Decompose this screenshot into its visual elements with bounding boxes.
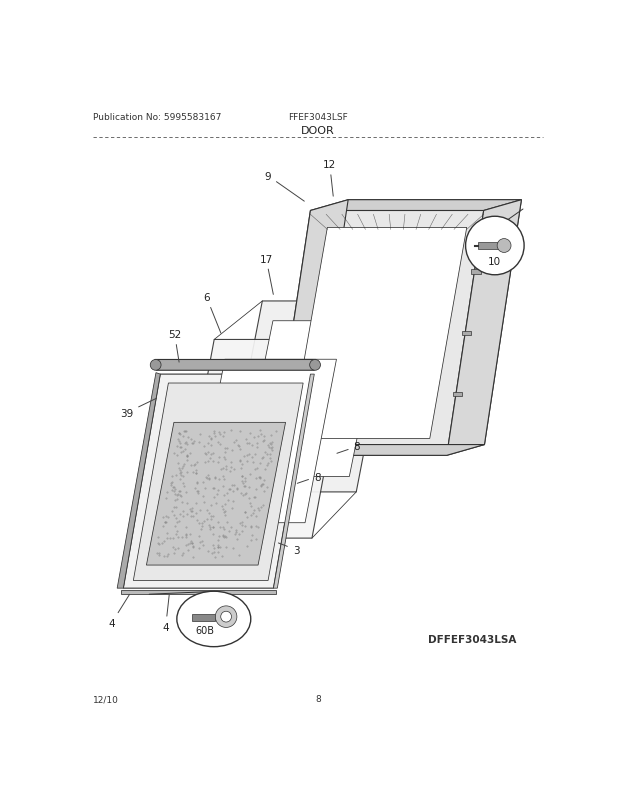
- Polygon shape: [121, 590, 276, 594]
- Circle shape: [466, 217, 524, 275]
- Polygon shape: [177, 340, 349, 538]
- Circle shape: [497, 239, 511, 253]
- Text: 4: 4: [162, 595, 169, 632]
- Text: 17: 17: [260, 254, 273, 295]
- Text: 8: 8: [297, 472, 321, 484]
- Polygon shape: [133, 383, 303, 581]
- Polygon shape: [273, 375, 314, 589]
- Polygon shape: [328, 217, 505, 428]
- Polygon shape: [146, 423, 286, 565]
- Polygon shape: [123, 375, 311, 589]
- Ellipse shape: [177, 592, 250, 647]
- Bar: [453, 392, 462, 397]
- Polygon shape: [117, 373, 161, 589]
- Text: 9: 9: [265, 172, 304, 202]
- Text: 8: 8: [315, 695, 321, 703]
- Polygon shape: [155, 360, 316, 371]
- Text: Publication No: 5995583167: Publication No: 5995583167: [93, 113, 221, 122]
- Circle shape: [215, 606, 237, 628]
- Text: 4: 4: [108, 594, 130, 628]
- Text: DFFEF3043LSA: DFFEF3043LSA: [428, 634, 516, 645]
- Text: 6: 6: [203, 293, 221, 334]
- Polygon shape: [478, 242, 501, 250]
- Circle shape: [150, 360, 161, 371]
- Circle shape: [221, 611, 231, 622]
- Text: 39: 39: [120, 399, 156, 418]
- Polygon shape: [273, 211, 484, 456]
- Bar: [462, 331, 471, 336]
- Polygon shape: [193, 360, 337, 523]
- Text: ORReplacementParts.com: ORReplacementParts.com: [229, 420, 392, 433]
- Polygon shape: [242, 322, 381, 477]
- Text: 8: 8: [337, 442, 360, 454]
- Circle shape: [309, 360, 321, 371]
- Polygon shape: [311, 200, 521, 445]
- Text: 3: 3: [278, 543, 299, 555]
- Text: 52: 52: [168, 330, 181, 363]
- Text: 12/10: 12/10: [93, 695, 119, 703]
- Text: DOOR: DOOR: [301, 125, 335, 136]
- Polygon shape: [225, 302, 393, 492]
- Text: FFEF3043LSF: FFEF3043LSF: [288, 113, 348, 122]
- Polygon shape: [447, 200, 521, 456]
- Bar: [471, 270, 480, 274]
- Text: 12: 12: [323, 160, 336, 197]
- Text: 60B: 60B: [195, 625, 214, 635]
- Polygon shape: [192, 614, 215, 621]
- Polygon shape: [273, 445, 484, 456]
- Text: 10: 10: [489, 257, 502, 266]
- Polygon shape: [290, 228, 467, 439]
- Polygon shape: [311, 200, 521, 211]
- Polygon shape: [273, 200, 348, 456]
